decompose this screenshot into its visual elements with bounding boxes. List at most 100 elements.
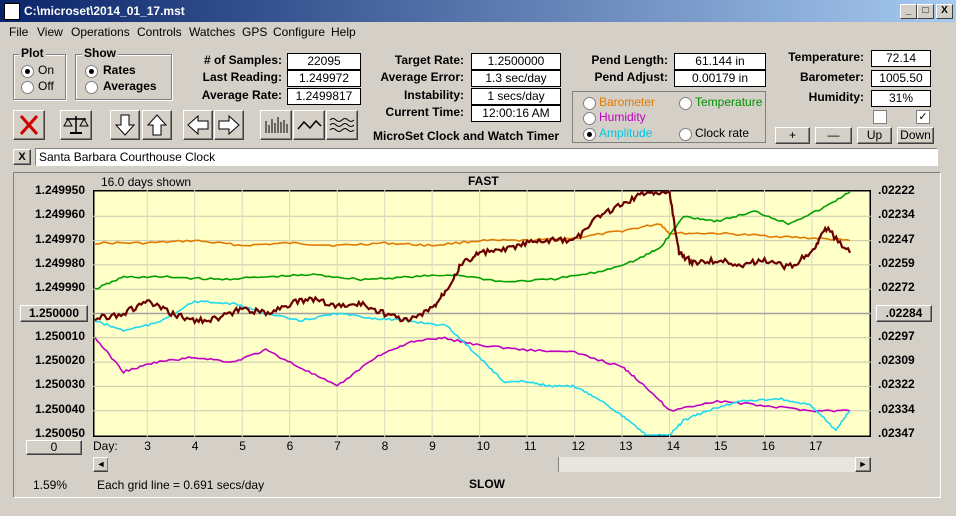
instability-label: Instability: — [403, 88, 464, 102]
amplitude-option-label: Amplitude — [599, 126, 653, 140]
clock-rate-radio[interactable] — [679, 128, 692, 141]
plot-off-label: Off — [38, 79, 54, 93]
menu-file[interactable]: File — [9, 25, 29, 39]
plot-off-radio[interactable] — [21, 81, 34, 94]
bar-graph-icon — [265, 117, 288, 133]
y-left-tick: 1.249950 — [34, 183, 85, 197]
y-left-tick: 1.250030 — [34, 377, 85, 392]
scroll-right-button[interactable]: ► — [855, 457, 871, 472]
y-left-tick: 1.250040 — [34, 401, 85, 416]
x-day-tick: 17 — [809, 439, 823, 453]
title-bar: C:\microset\2014_01_17.mst _ □ X — [0, 0, 956, 22]
humidity-option-label: Humidity — [599, 110, 646, 124]
barometer-radio[interactable] — [583, 97, 596, 110]
app-name-label: MicroSet Clock and Watch Timer — [373, 129, 560, 143]
x-day-tick: 10 — [476, 439, 490, 453]
pend-length-value: 61.144 in — [674, 53, 766, 70]
y-left-tick: 1.249980 — [34, 255, 85, 270]
checkbox-1[interactable] — [873, 110, 887, 124]
stop-button[interactable] — [13, 110, 45, 140]
y-right-tick: .02297 — [878, 328, 915, 343]
wave-graph-icon — [329, 118, 355, 132]
minimize-button[interactable]: _ — [900, 4, 917, 19]
y-right-tick: .02322 — [878, 377, 915, 392]
series-temperature — [94, 191, 851, 290]
x-day-tick: 8 — [381, 439, 389, 453]
y-left-tick: 1.250010 — [34, 328, 85, 343]
average-error-label: Average Error: — [380, 70, 464, 84]
x-day-tick: 5 — [239, 439, 246, 453]
chart-plot[interactable] — [93, 190, 871, 437]
menu-controls[interactable]: Controls — [137, 25, 182, 39]
slow-label: SLOW — [469, 477, 505, 491]
window-title: C:\microset\2014_01_17.mst — [24, 4, 185, 18]
average-rate-label: Average Rate: — [201, 88, 282, 102]
humidity-radio[interactable] — [583, 112, 596, 125]
bar-graph-button[interactable] — [260, 110, 292, 140]
y-left-tick: 1.249970 — [34, 231, 85, 246]
clock-close-button[interactable]: X — [13, 149, 31, 165]
menu-help[interactable]: Help — [331, 25, 356, 39]
series-barometer — [95, 223, 851, 248]
day-offset-button[interactable]: 0 — [26, 440, 82, 455]
menu-gps[interactable]: GPS — [242, 25, 268, 39]
fast-label: FAST — [468, 174, 499, 188]
chart-scrollbar[interactable]: ◄ ► — [93, 457, 871, 472]
scroll-thumb[interactable] — [108, 457, 559, 472]
arrow-down-icon — [114, 114, 136, 136]
menu-configure[interactable]: Configure — [273, 25, 326, 39]
clock-name-field[interactable]: Santa Barbara Courthouse Clock — [35, 148, 938, 166]
x-day-tick: 9 — [429, 439, 436, 453]
last-reading-label: Last Reading: — [202, 70, 282, 84]
day-axis-label: Day: — [93, 439, 118, 453]
arrow-up-button[interactable] — [142, 110, 172, 140]
scroll-down-button[interactable]: Down — [897, 127, 934, 144]
close-button[interactable]: X — [936, 4, 953, 19]
y-left-tick: 1.249960 — [34, 207, 85, 222]
arrow-left-button[interactable] — [183, 110, 213, 140]
x-day-tick: 4 — [191, 439, 199, 453]
zoom-out-button[interactable]: — — [815, 127, 852, 144]
zoom-in-button[interactable]: + — [775, 127, 810, 144]
center-sensor-button[interactable]: .02284 — [876, 305, 932, 322]
arrow-down-button[interactable] — [110, 110, 140, 140]
y-right-tick: .02259 — [878, 255, 915, 270]
balance-scale-icon — [63, 116, 89, 134]
x-day-tick: 12 — [571, 439, 585, 453]
barometer-label: Barometer: — [799, 70, 864, 84]
checkbox-2[interactable]: ✓ — [916, 110, 930, 124]
temperature-radio[interactable] — [679, 97, 692, 110]
x-day-tick: 13 — [619, 439, 633, 453]
series-humidity — [94, 336, 851, 413]
plot-on-radio[interactable] — [21, 65, 34, 78]
menu-watches[interactable]: Watches — [189, 25, 236, 39]
show-rates-radio[interactable] — [85, 65, 98, 78]
show-averages-radio[interactable] — [85, 81, 98, 94]
clock-rate-option-label: Clock rate — [695, 126, 750, 140]
target-rate-value: 1.2500000 — [471, 53, 561, 70]
barometer-option-label: Barometer — [599, 95, 656, 109]
chart-frame — [13, 172, 941, 498]
line-graph-button[interactable] — [293, 110, 325, 140]
menu-view[interactable]: View — [37, 25, 63, 39]
scroll-left-button[interactable]: ◄ — [93, 457, 109, 472]
show-group — [75, 54, 172, 100]
temperature-option-label: Temperature — [695, 95, 763, 109]
line-graph-icon — [297, 119, 322, 130]
balance-button[interactable] — [60, 110, 92, 140]
x-day-tick: 7 — [334, 439, 341, 453]
menu-operations[interactable]: Operations — [71, 25, 130, 39]
menu-bar: File View Operations Controls Watches GP… — [0, 22, 956, 42]
amplitude-radio[interactable] — [583, 128, 596, 141]
x-day-tick: 16 — [761, 439, 775, 453]
maximize-button[interactable]: □ — [917, 4, 934, 19]
plot-group — [13, 54, 66, 100]
current-time-value: 12:00:16 AM — [471, 105, 561, 122]
y-left-tick: 1.249990 — [34, 280, 85, 295]
scroll-up-button[interactable]: Up — [857, 127, 892, 144]
temperature-label: Temperature: — [788, 50, 864, 64]
arrow-right-button[interactable] — [214, 110, 244, 140]
wave-graph-button[interactable] — [326, 110, 358, 140]
red-x-icon — [19, 115, 39, 135]
center-rate-button[interactable]: 1.250000 — [20, 305, 88, 322]
